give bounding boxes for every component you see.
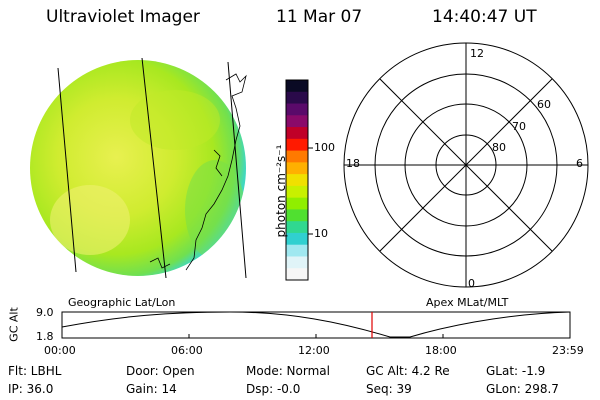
mlat-label-80: 80 bbox=[492, 141, 506, 154]
info-filter: Flt: LBHL bbox=[8, 364, 62, 378]
info-dsp: Dsp: -0.0 bbox=[246, 382, 301, 396]
edge-patch bbox=[185, 160, 245, 260]
info-gain: Gain: 14 bbox=[126, 382, 177, 396]
altitude-timeline bbox=[61, 311, 571, 339]
info-gc-alt: GC Alt: 4.2 Re bbox=[366, 364, 450, 378]
uv-image-disk bbox=[30, 57, 247, 279]
colorbar-segment bbox=[286, 232, 308, 246]
colorbar-segment bbox=[286, 209, 308, 222]
colorbar-segment bbox=[286, 221, 308, 234]
colorbar-segment bbox=[286, 268, 308, 281]
x-tick-label: 00:00 bbox=[44, 344, 76, 357]
x-tick-label: 06:00 bbox=[171, 344, 203, 357]
colorbar-segment bbox=[286, 256, 308, 269]
longitude-line bbox=[141, 57, 167, 279]
mlt-label-6: 6 bbox=[576, 157, 583, 170]
x-tick-label: 18:00 bbox=[425, 344, 457, 357]
colorbar bbox=[285, 79, 309, 281]
info-glat: GLat: -1.9 bbox=[486, 364, 546, 378]
instrument-title: Ultraviolet Imager bbox=[46, 7, 200, 27]
info-seq: Seq: 39 bbox=[366, 382, 412, 396]
green-patch bbox=[130, 90, 220, 150]
time-label: 14:40:47 UT bbox=[432, 7, 537, 27]
longitude-line bbox=[57, 67, 77, 273]
colorbar-segment bbox=[286, 138, 308, 152]
mlat-label-60: 60 bbox=[537, 98, 551, 111]
colorbar-segment bbox=[286, 91, 308, 105]
x-tick-label: 23:59 bbox=[552, 344, 584, 357]
coastline bbox=[185, 73, 247, 271]
mlt-label-18: 18 bbox=[346, 157, 360, 170]
coastline bbox=[213, 149, 223, 177]
date-label: 11 Mar 07 bbox=[276, 7, 363, 27]
geographic-label: Geographic Lat/Lon bbox=[68, 296, 176, 309]
info-mode: Mode: Normal bbox=[246, 364, 330, 378]
coastline bbox=[149, 257, 171, 269]
colorbar-tick-100: 100 bbox=[314, 141, 335, 154]
polar-diagonal bbox=[379, 78, 553, 252]
y-tick-max: 9.0 bbox=[36, 306, 54, 319]
colorbar-segment bbox=[286, 115, 308, 128]
x-tick-label: 12:00 bbox=[298, 344, 330, 357]
y-tick-min: 1.8 bbox=[36, 330, 54, 343]
colorbar-label: photon cm⁻²s⁻¹ bbox=[274, 144, 288, 238]
info-door: Door: Open bbox=[126, 364, 195, 378]
colorbar-frame bbox=[285, 79, 309, 281]
timeline-axis-title: GC Alt bbox=[7, 307, 21, 342]
colorbar-segment bbox=[286, 103, 308, 116]
altitude-curve bbox=[61, 311, 571, 338]
colorbar-segment bbox=[286, 197, 308, 210]
mlt-label-0: 0 bbox=[468, 277, 475, 290]
info-glon: GLon: 298.7 bbox=[486, 382, 559, 396]
polar-plot bbox=[343, 42, 589, 288]
colorbar-segment bbox=[286, 244, 308, 257]
info-ip: IP: 36.0 bbox=[8, 382, 54, 396]
colorbar-segment bbox=[286, 80, 308, 93]
longitude-line bbox=[227, 61, 247, 279]
mlat-label-70: 70 bbox=[512, 120, 526, 133]
colorbar-segment bbox=[286, 162, 308, 175]
colorbar-segment bbox=[286, 185, 308, 199]
colorbar-tick-10: 10 bbox=[314, 227, 328, 240]
apex-label: Apex MLat/MLT bbox=[426, 296, 509, 309]
colorbar-segment bbox=[286, 174, 308, 187]
colorbar-segment bbox=[286, 127, 308, 140]
colorbar-segment bbox=[286, 150, 308, 163]
bright-patch bbox=[50, 185, 130, 255]
mlt-label-12: 12 bbox=[470, 47, 484, 60]
